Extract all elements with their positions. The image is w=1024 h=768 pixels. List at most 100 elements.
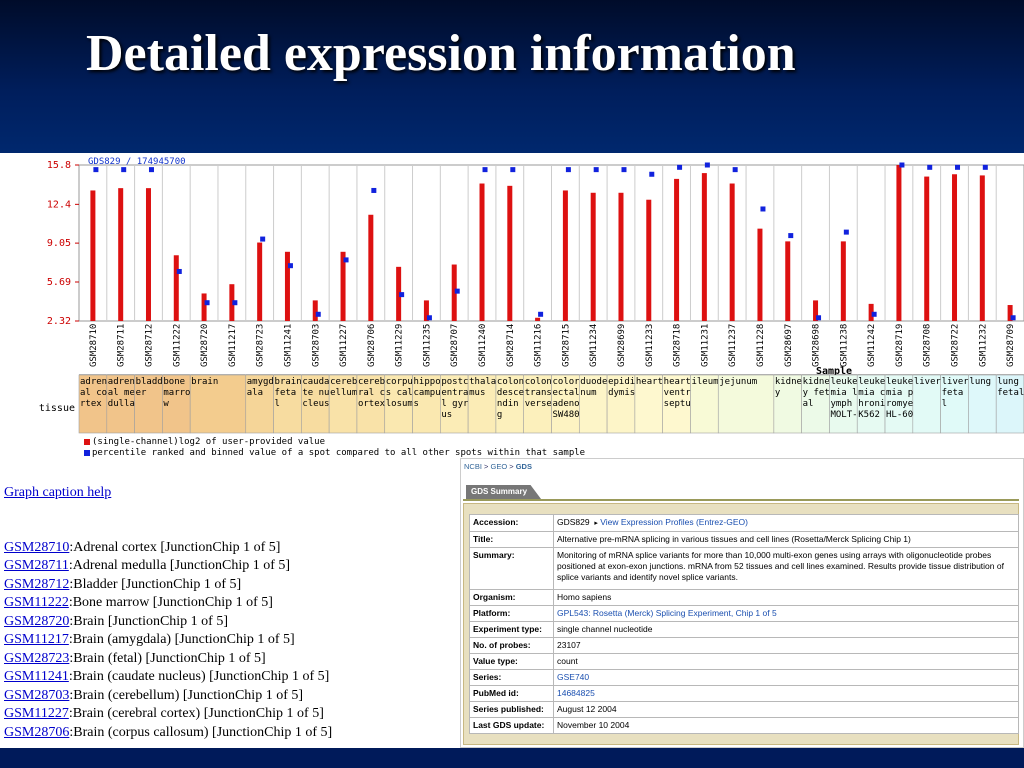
list-item: GSM11241:Brain (caudate nucleus) [Juncti…: [4, 668, 332, 687]
point: [677, 164, 683, 170]
value-type-value: count: [553, 653, 1019, 670]
sample-link[interactable]: GSM11217: [4, 632, 69, 647]
tissue-label-line: ileum: [691, 377, 718, 387]
sample-description: :Brain (fetal) [JunctionChip 1 of 5]: [69, 650, 266, 666]
bar: [284, 251, 290, 321]
x-tick-label: GSM11238: [839, 324, 849, 367]
point: [148, 167, 154, 173]
point: [510, 167, 516, 173]
chart-title: GDS829 / 174945700: [88, 157, 186, 167]
tissue-label-line: verse: [525, 399, 552, 409]
sample-link[interactable]: GSM28720: [4, 613, 70, 629]
breadcrumb-ncbi-link[interactable]: NCBI: [464, 462, 482, 471]
point: [399, 292, 405, 298]
tissue-cell: [273, 374, 302, 434]
breadcrumb-geo-link[interactable]: GEO: [490, 462, 508, 471]
graph-caption-help-link[interactable]: Graph caption help: [4, 485, 112, 500]
x-tick-label: GSM28710: [89, 324, 99, 367]
tissue-label: cereb ellum: [330, 377, 357, 398]
platform-link[interactable]: GPL543: Rosetta (Merck) Splicing Experim…: [557, 608, 777, 618]
sample-link[interactable]: GSM28711: [4, 558, 69, 573]
tissue-label: kidne y: [775, 377, 802, 398]
tissue-label-line: lung: [969, 377, 991, 387]
tissue-cell: [773, 374, 802, 434]
platform-value: GPL543: Rosetta (Merck) Splicing Experim…: [553, 605, 1019, 622]
tissue-label-line: leuke: [858, 377, 885, 387]
breadcrumb-separator: >: [507, 462, 516, 471]
sample-link[interactable]: GSM11222: [4, 595, 69, 610]
sample-link[interactable]: GSM28710: [4, 539, 70, 555]
tissue-cell: [495, 374, 525, 434]
expression-chart-svg: 15.8 12.4 9.05 5.69 2.32 GDS829 / 174945700 GS…: [39, 157, 1024, 434]
bar: [479, 183, 485, 321]
y-tick-label: 15.8: [47, 160, 71, 171]
gds-tab-bar: GDS Summary: [463, 485, 1019, 501]
x-tick-label: GSM28711: [117, 324, 127, 367]
x-tick-label: GSM11233: [645, 324, 655, 367]
x-tick-label: GSM11232: [978, 324, 988, 367]
x-tick-label: GSM11222: [172, 324, 182, 367]
bar: [896, 165, 902, 321]
tissue-label-line: us: [441, 410, 452, 420]
point: [788, 233, 794, 239]
tissue-label: liver feta l: [942, 377, 970, 409]
sample-link[interactable]: GSM28723: [4, 650, 70, 666]
tissue-label-line: feta: [942, 388, 964, 398]
pubmed-link[interactable]: 14684825: [557, 688, 595, 698]
bar: [145, 188, 151, 321]
point: [121, 167, 127, 173]
sample-link[interactable]: GSM28712: [4, 576, 70, 592]
tissue-label-line: adren: [80, 377, 107, 387]
x-tick-label: GSM28709: [1006, 324, 1016, 367]
tissue-label-line: s cal: [386, 388, 413, 398]
legend-percentile-label: percentile ranked and binned value of a …: [92, 448, 586, 458]
x-tick-label: GSM11237: [728, 324, 738, 367]
point: [649, 171, 655, 177]
sample-link[interactable]: GSM28706: [4, 724, 70, 740]
tissue-label-line: heart: [664, 377, 691, 387]
summary-label: Summary:: [469, 547, 554, 590]
bar: [90, 190, 96, 321]
series-published-label: Series published:: [469, 701, 554, 718]
sample-description: :Brain [JunctionChip 1 of 5]: [69, 613, 229, 629]
series-link[interactable]: GSE740: [557, 672, 590, 682]
sample-link[interactable]: GSM11227: [4, 706, 69, 721]
y-tick-label: 2.32: [47, 316, 71, 327]
tissue-cell: [634, 374, 663, 434]
view-expression-profiles-link[interactable]: View Expression Profiles (Entrez-GEO): [600, 517, 748, 527]
table-row: Series published: August 12 2004: [469, 701, 1019, 718]
bar: [1007, 305, 1013, 321]
sample-link[interactable]: GSM28703: [4, 687, 70, 703]
probes-label: No. of probes:: [469, 637, 554, 654]
breadcrumb-gds-link[interactable]: GDS: [515, 462, 532, 471]
tissue-cell: [912, 374, 941, 434]
legend-red-swatch: [84, 438, 90, 445]
tissue-label-line: brain: [191, 377, 218, 387]
point: [93, 167, 99, 173]
tissue-label-line: dulla: [108, 399, 135, 409]
x-tick-label: GSM11217: [228, 324, 238, 367]
bar: [118, 188, 124, 321]
tissue-label-line: mia c: [858, 388, 885, 398]
tab-gds-summary[interactable]: GDS Summary: [466, 485, 542, 499]
tissue-cell: [189, 374, 247, 434]
list-item: GSM28711:Adrenal medulla [JunctionChip 1…: [4, 557, 332, 576]
sample-link[interactable]: GSM11241: [4, 669, 69, 684]
bar: [757, 228, 763, 321]
tissue-cell: [829, 374, 858, 434]
table-row: No. of probes: 23107: [469, 637, 1019, 654]
tissue-label: thala mus: [469, 377, 496, 398]
point: [927, 164, 933, 170]
sample-description: :Brain (cerebellum) [JunctionChip 1 of 5…: [69, 687, 304, 703]
tissue-label-line: al me: [108, 388, 135, 398]
bar: [979, 175, 985, 321]
tissue-label-line: romye: [886, 399, 913, 409]
legend-percentile-entry: percentile ranked and binned value of a …: [84, 448, 585, 458]
tissue-label: adren al me dulla: [108, 377, 135, 409]
tissue-label-line: liver: [942, 377, 970, 387]
tissue-label-line: al: [803, 399, 814, 409]
list-item: GSM11217:Brain (amygdala) [JunctionChip …: [4, 631, 332, 650]
slide-footer-bar: [0, 748, 1024, 768]
tissue-label-line: feta: [275, 388, 297, 398]
tissue-label-line: kidne: [775, 377, 802, 387]
